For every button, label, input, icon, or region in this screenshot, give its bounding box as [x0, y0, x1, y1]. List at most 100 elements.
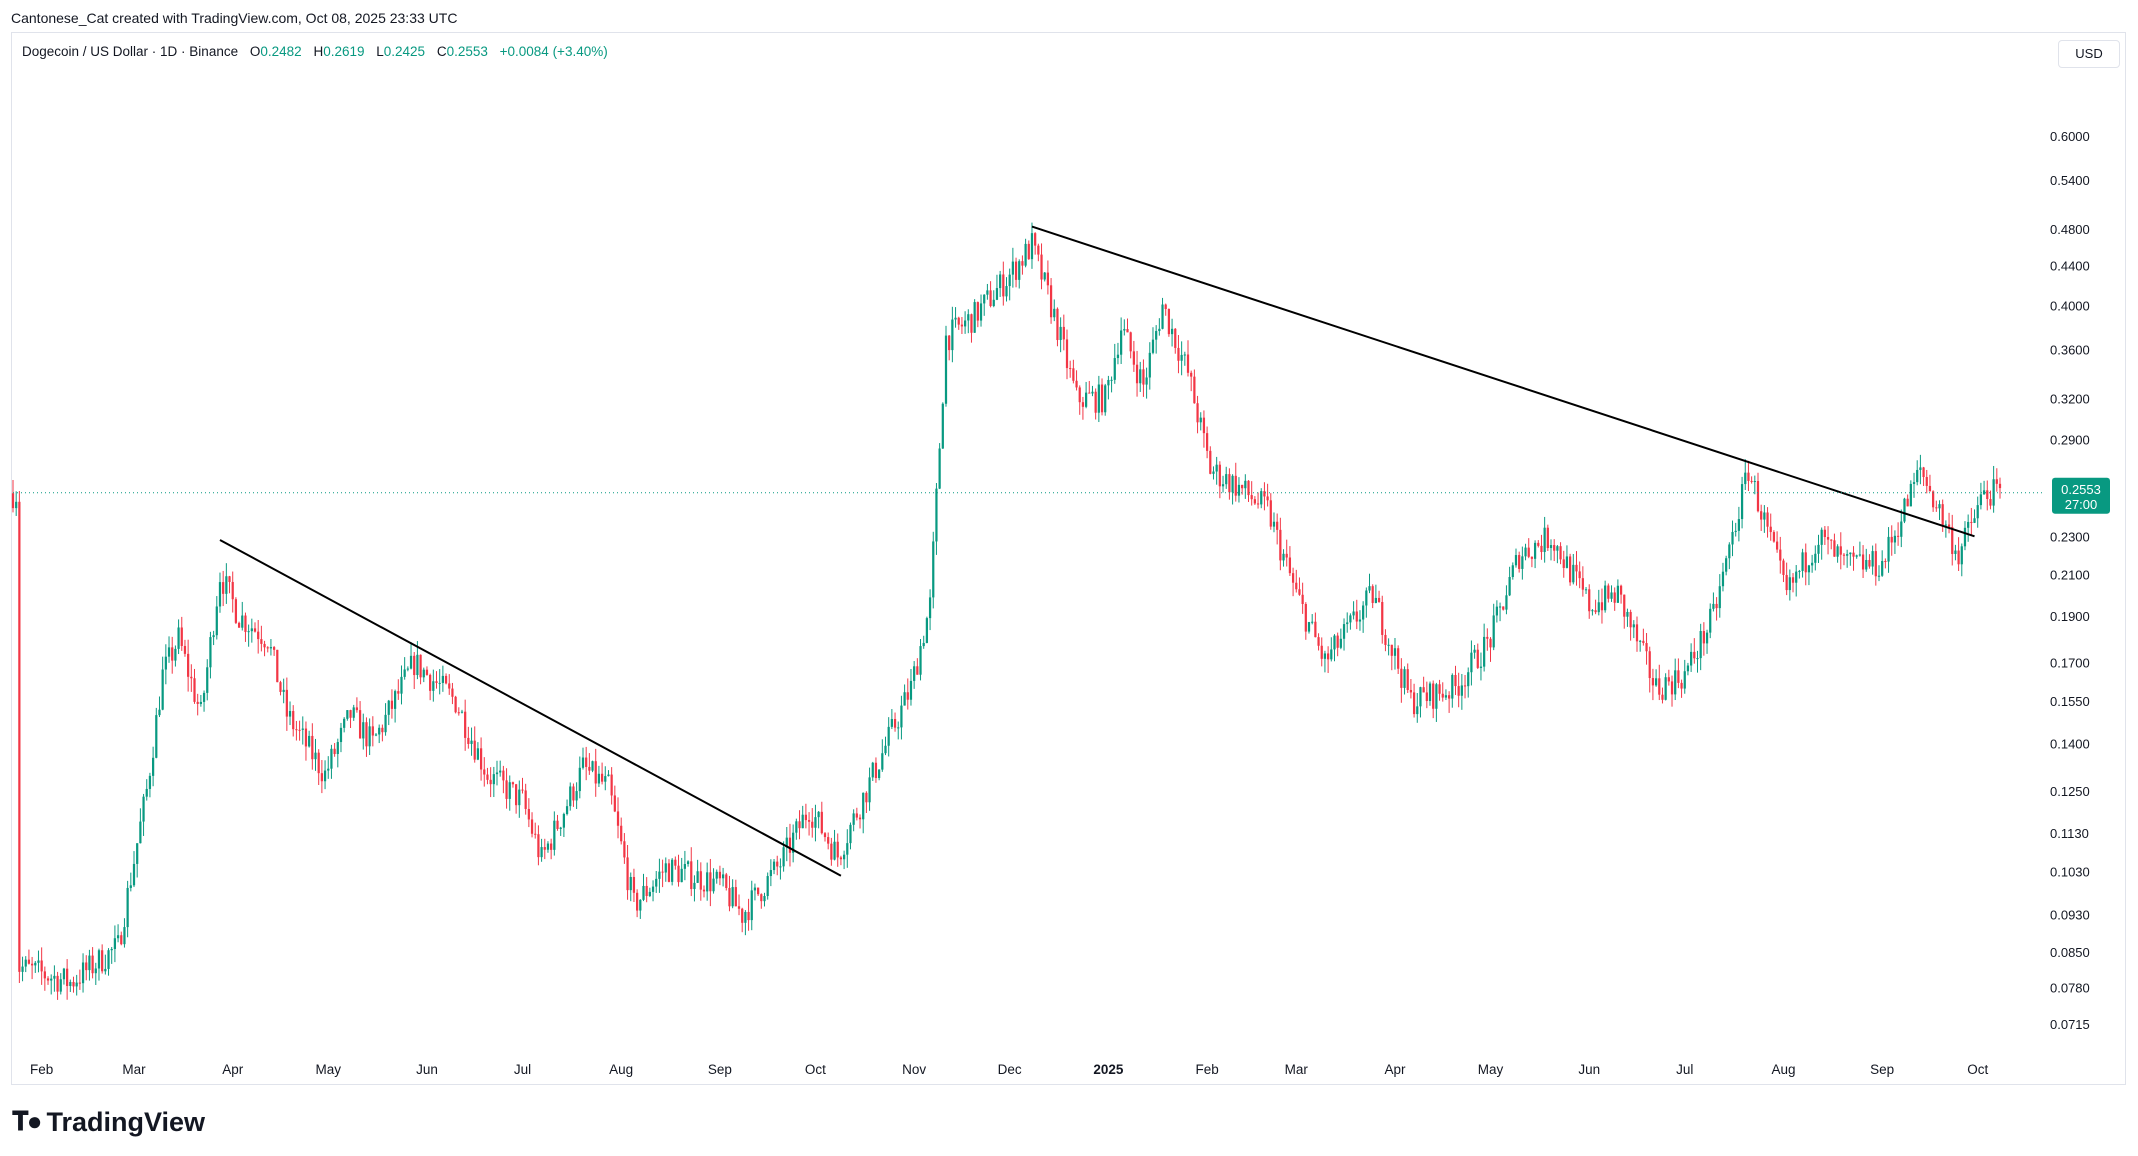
candle-body: [1285, 553, 1288, 558]
candle-body: [1116, 354, 1120, 359]
candle-body: [983, 294, 986, 304]
candle-body: [683, 864, 687, 869]
candle-body: [120, 935, 123, 945]
y-tick-label: 0.4800: [2050, 222, 2090, 237]
candle-body: [59, 979, 62, 992]
symbol-name[interactable]: Dogecoin / US Dollar · 1D · Binance: [22, 44, 239, 59]
candle-body: [371, 726, 374, 736]
currency-button[interactable]: USD: [2058, 40, 2120, 68]
candle-body: [1135, 364, 1139, 384]
candle-body: [62, 968, 66, 980]
candle-body: [944, 335, 948, 404]
candle-body: [1170, 328, 1174, 335]
candle-body: [206, 667, 209, 693]
candle-body: [995, 288, 999, 300]
candle-body: [693, 882, 696, 890]
candle-body: [1546, 527, 1549, 549]
candle-body: [1139, 369, 1142, 384]
candle-body: [34, 962, 37, 966]
candle-body: [1377, 597, 1381, 602]
candle-body: [1307, 622, 1311, 632]
candle-body: [231, 581, 234, 600]
candle-body: [483, 769, 486, 775]
candle-body: [1123, 329, 1126, 331]
candle-body: [1088, 392, 1091, 394]
candle-body: [865, 792, 868, 803]
candle-body: [948, 335, 951, 351]
candle-body: [1718, 586, 1721, 609]
candle-body: [680, 868, 683, 883]
candle-body: [600, 773, 604, 782]
candle-body: [1161, 304, 1164, 329]
candle-body: [413, 655, 416, 676]
candle-body: [607, 774, 610, 777]
candle-body: [180, 627, 183, 646]
candle-body: [807, 820, 811, 822]
x-tick-label: Sep: [1870, 1062, 1894, 1077]
candle-body: [1279, 529, 1282, 561]
candle-body: [1263, 491, 1266, 497]
candle-body: [696, 871, 699, 883]
candle-body: [699, 871, 702, 890]
change-value: +0.0084 (+3.40%): [499, 44, 608, 59]
candle-body: [196, 701, 199, 704]
candle-body: [314, 752, 317, 760]
candle-body: [1126, 329, 1129, 333]
candle-body: [569, 786, 572, 807]
candle-body: [1909, 483, 1912, 507]
candle-body: [94, 968, 97, 974]
tradingview-logo[interactable]: 𝐓● TradingView: [12, 1106, 205, 1138]
candle-body: [225, 576, 228, 594]
candle-body: [425, 669, 429, 675]
candle-body: [1817, 544, 1820, 554]
candle-body: [244, 615, 247, 632]
candle-body: [1849, 552, 1852, 555]
candle-body: [1113, 358, 1116, 380]
candle-body: [1661, 694, 1664, 700]
candle-body: [744, 911, 747, 923]
candle-body: [878, 769, 881, 779]
candle-body: [1747, 472, 1750, 481]
candle-body: [212, 635, 215, 638]
candle-body: [505, 780, 508, 799]
candle-body: [1046, 272, 1050, 286]
candle-body: [604, 776, 607, 782]
candle-body: [387, 700, 390, 715]
x-tick-label: May: [1478, 1062, 1504, 1077]
y-tick-label: 0.1900: [2050, 609, 2090, 624]
candle-body: [1231, 475, 1234, 493]
candle-body: [390, 700, 394, 709]
candle-body: [1183, 354, 1186, 356]
candle-body: [355, 707, 359, 711]
candle-body: [585, 757, 588, 767]
candle-body: [782, 847, 785, 867]
candle-body: [1209, 450, 1212, 474]
candle-body: [78, 982, 81, 984]
candle-body: [1040, 254, 1043, 280]
candle-body: [1569, 556, 1572, 583]
candle-body: [750, 890, 753, 921]
candle-body: [1919, 467, 1922, 470]
candle-body: [916, 666, 919, 675]
candle-body: [1932, 491, 1935, 508]
candle-body: [588, 766, 591, 771]
candle-body: [1320, 645, 1323, 659]
chart-pane[interactable]: [11, 32, 2126, 1085]
candle-body: [1301, 594, 1304, 605]
candle-body: [171, 647, 174, 661]
candle-body: [409, 655, 413, 669]
x-tick-label: Mar: [1285, 1062, 1309, 1077]
candle-body: [709, 872, 712, 892]
candle-body: [973, 302, 976, 333]
candle-body: [1852, 552, 1855, 557]
candle-body: [1355, 611, 1358, 622]
candle-body: [139, 821, 142, 844]
candle-body: [1295, 582, 1298, 590]
candle-body: [521, 789, 524, 791]
candle-body: [1381, 601, 1384, 635]
candle-body: [1005, 286, 1008, 297]
candle-body: [346, 710, 349, 719]
candle-body: [1702, 631, 1705, 644]
candle-body: [352, 707, 355, 718]
